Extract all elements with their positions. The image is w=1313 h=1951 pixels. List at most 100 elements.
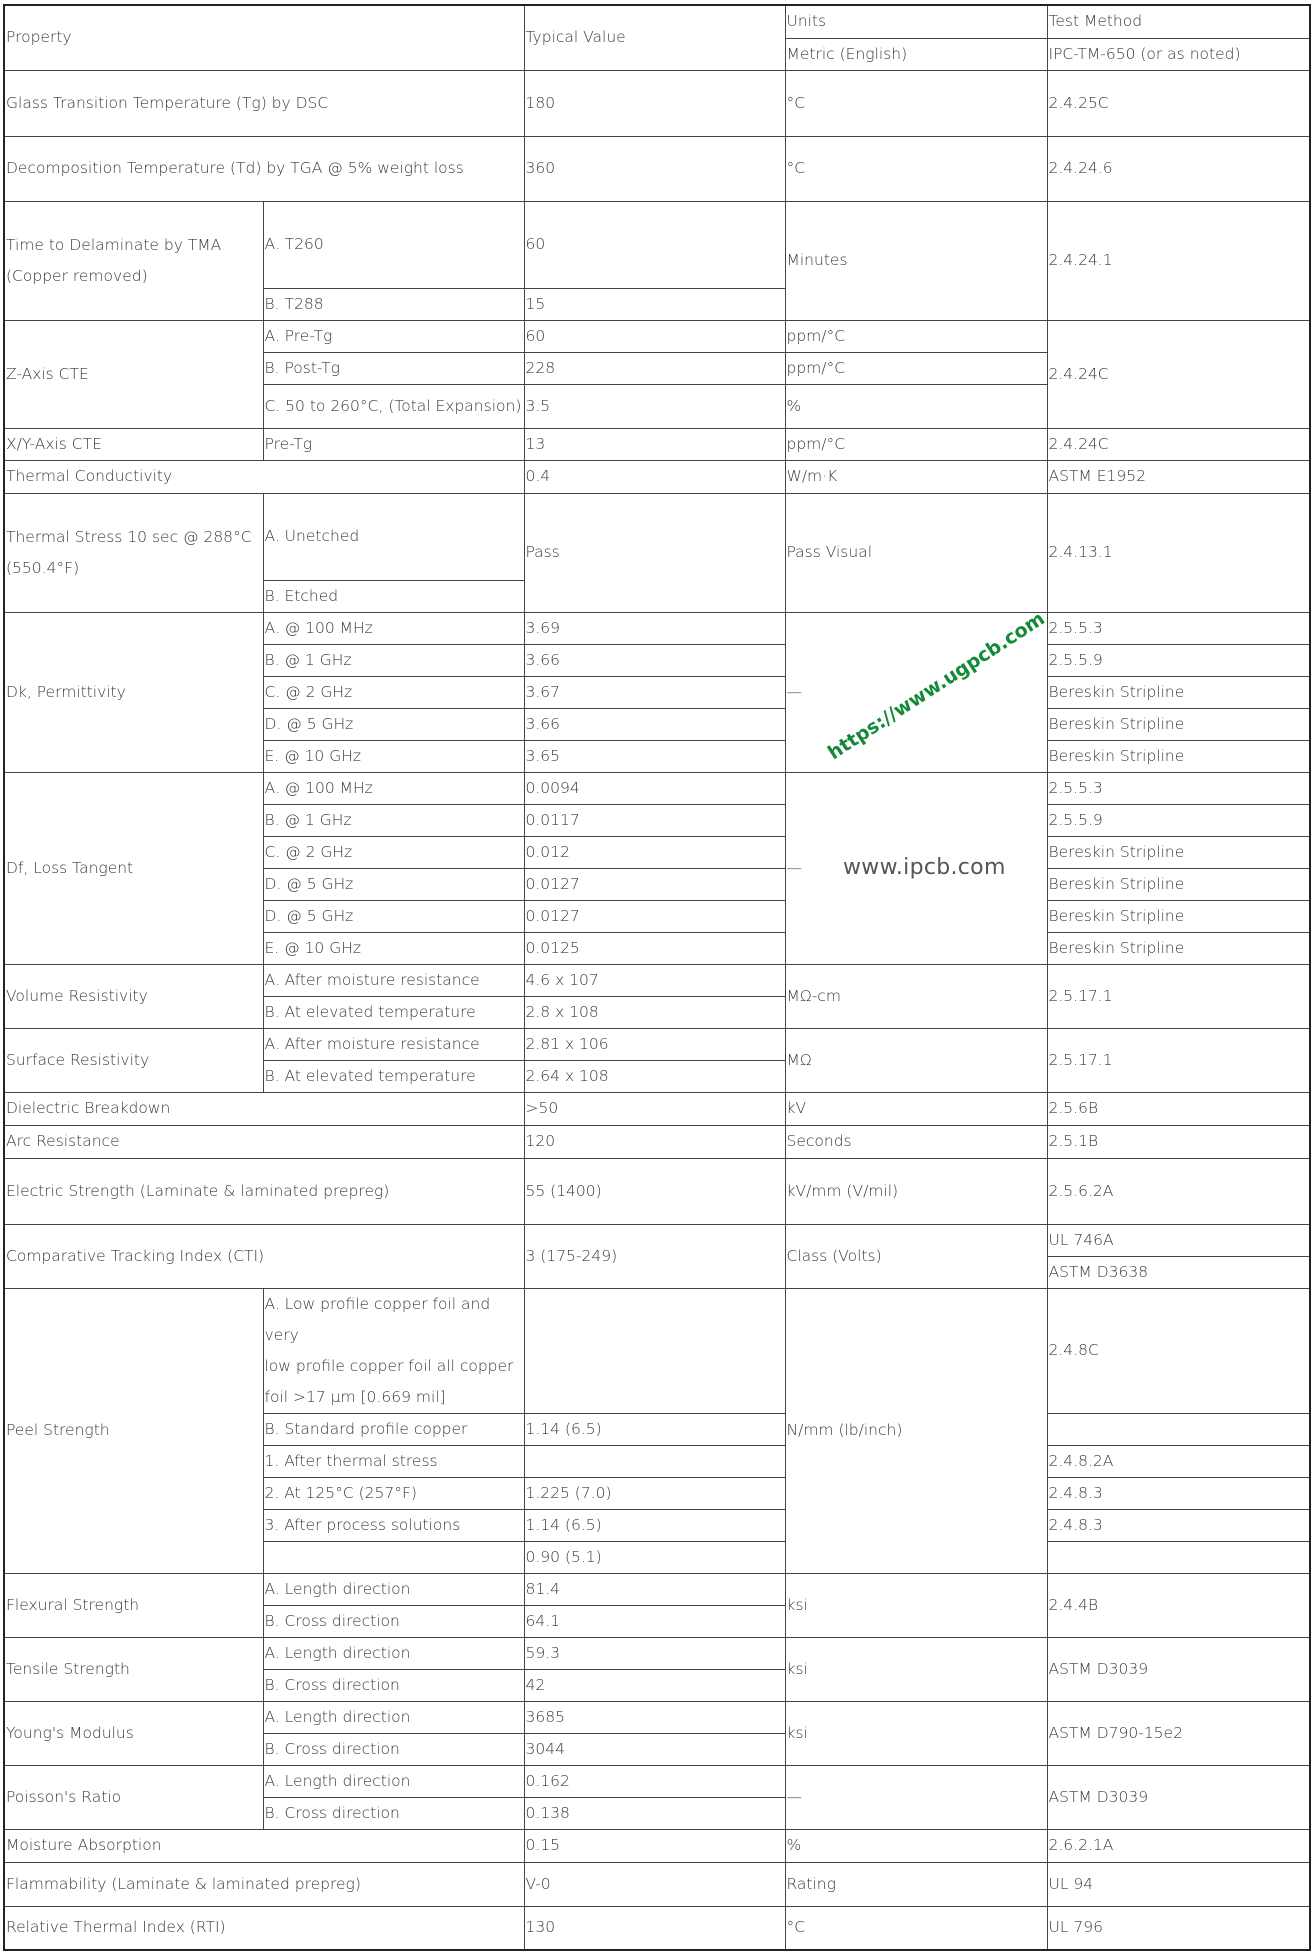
table-cell <box>523 1287 786 1414</box>
table-cell: Seconds <box>784 1124 1048 1159</box>
table-cell: Pass <box>523 492 786 613</box>
table-cell: — <box>784 1764 1048 1830</box>
table-row: B. T288 15 <box>4 287 1310 321</box>
table-cell: D. @ 5 GHz <box>262 707 525 741</box>
table-cell: 0.0127 <box>523 899 786 933</box>
table-cell: 0.138 <box>523 1796 786 1830</box>
table-cell: 1.14 (6.5) <box>523 1508 786 1542</box>
table-cell: C. @ 2 GHz <box>262 675 525 709</box>
table-cell: Pre-Tg <box>262 427 525 461</box>
table-cell: — <box>784 611 1048 773</box>
table-row: Thermal Conductivity 0.4 W/m·K ASTM E1952 <box>3 459 1311 494</box>
table-row: Comparative Tracking Index (CTI) 3 (175-2… <box>3 1223 1311 1289</box>
table-cell <box>523 1444 786 1478</box>
table-cell: 2.5.17.1 <box>1046 963 1311 1029</box>
table-cell: 2.4.4B <box>1046 1572 1311 1638</box>
table-cell: Comparative Tracking Index (CTI) <box>3 1223 525 1289</box>
table-cell: °C <box>784 135 1048 202</box>
table-cell: UL 94 <box>1046 1861 1311 1907</box>
table-cell: B. At elevated temperature <box>262 1059 525 1093</box>
table-cell: 0.4 <box>523 459 786 494</box>
table-cell: 55 (1400) <box>523 1157 786 1225</box>
table-row: Thermal Stress 10 sec @ 288°C (550.4°F) A… <box>3 492 1311 613</box>
table-cell: V-0 <box>523 1861 786 1907</box>
table-cell: 3. After process solutions <box>262 1508 525 1542</box>
table-cell: 2.4.25C <box>1046 69 1311 137</box>
table-cell: 60 <box>523 319 786 353</box>
table-cell: A. After moisture resistance <box>262 963 525 997</box>
table-cell: 0.0094 <box>523 771 786 805</box>
table-cell: Units <box>784 4 1048 39</box>
table-cell: ppm/°C <box>784 351 1048 385</box>
table-cell: Df, Loss Tangent <box>3 771 264 965</box>
table-cell <box>1046 1412 1311 1446</box>
table-cell: Surface Resistivity <box>3 1027 264 1093</box>
table-cell: Tensile Strength <box>3 1636 264 1702</box>
table-cell: 2.5.6B <box>1046 1091 1311 1126</box>
table-cell: Young's Modulus <box>3 1700 264 1766</box>
table-cell: 2.4.24.6 <box>1046 135 1311 202</box>
table-row: Volume Resistivity A. After moisture resi… <box>3 963 1311 1029</box>
table-cell: >50 <box>523 1091 786 1126</box>
table-cell: Thermal Stress 10 sec @ 288°C (550.4°F) <box>3 492 264 613</box>
table-cell: 0.0125 <box>523 931 786 965</box>
table-cell: B. T288 <box>262 287 525 321</box>
table-cell: MΩ <box>784 1027 1048 1093</box>
table-cell: 3.65 <box>523 739 786 773</box>
table-cell: 2.4.13.1 <box>1046 492 1311 613</box>
table-cell: 2.8 x 108 <box>523 995 786 1029</box>
table-cell: 81.4 <box>523 1572 786 1606</box>
table-cell: 3 (175-249) <box>523 1223 786 1289</box>
table-cell: °C <box>784 1905 1048 1951</box>
table-cell: 0.0117 <box>523 803 786 837</box>
table-cell: A. Length direction <box>262 1636 525 1670</box>
table-cell: Flexural Strength <box>3 1572 264 1638</box>
table-cell: 2.5.5.9 <box>1046 803 1311 837</box>
table-row: Dielectric Breakdown >50 kV 2.5.6B <box>3 1091 1311 1126</box>
table-cell: Flammability (Laminate & laminated prepr… <box>3 1861 525 1907</box>
watermark-ipcb: www.ipcb.com <box>843 855 1006 880</box>
table-cell: D. @ 5 GHz <box>262 899 525 933</box>
table-cell: 3685 <box>523 1700 786 1734</box>
table-cell: A. Pre-Tg <box>262 319 525 353</box>
table-cell: Moisture Absorption <box>3 1828 525 1863</box>
table-cell: D. @ 5 GHz <box>262 867 525 901</box>
table-cell: N/mm (lb/inch) <box>784 1287 1048 1574</box>
table-row: 1. After thermal stress 2.4.8.2A <box>4 1444 1311 1478</box>
table-cell: Volume Resistivity <box>3 963 264 1029</box>
table-cell: 0.15 <box>523 1828 786 1863</box>
table-cell: UL 796 <box>1046 1905 1311 1951</box>
table-cell: % <box>784 383 1048 429</box>
table-row: C. 50 to 260°C, (Total Expansion) 3.5% <box>4 383 1310 429</box>
table-cell: ppm/°C <box>784 319 1048 353</box>
table-row: Dk, Permittivity A. @ 100 MHz 3.69—2.5.5.3 <box>3 611 1311 773</box>
table-cell: Time to Delaminate by TMA (Copper remove… <box>3 200 264 321</box>
table-cell: ASTM D3039 <box>1046 1764 1311 1830</box>
table-row: C. @ 2 GHz 3.67 Bereskin Stripline <box>4 675 1311 709</box>
table-cell: 2.4.8.2A <box>1046 1444 1311 1478</box>
table-cell: Test Method <box>1046 4 1311 39</box>
table-cell: Bereskin Stripline <box>1046 867 1311 901</box>
table-row: Property Typical Value Units Test Method <box>3 4 1311 71</box>
table-cell: 64.1 <box>523 1604 786 1638</box>
table-cell: B. Etched <box>262 579 525 613</box>
table-cell: Typical Value <box>523 4 786 71</box>
table-cell: A. Unetched <box>262 492 525 581</box>
table-cell: 3.66 <box>523 707 786 741</box>
table-cell: 3044 <box>523 1732 786 1766</box>
table-cell: 2.4.8.3 <box>1046 1508 1311 1542</box>
table-cell: X/Y-Axis CTE <box>3 427 264 461</box>
table-row: Relative Thermal Index (RTI) 130 °C UL 796 <box>3 1905 1311 1951</box>
table-cell: B. Cross direction <box>262 1732 525 1766</box>
table-cell: 2.4.24C <box>1046 319 1311 429</box>
table-cell: 1.14 (6.5) <box>523 1412 786 1446</box>
table-cell: 228 <box>523 351 786 385</box>
table-cell: Dk, Permittivity <box>3 611 264 773</box>
table-cell: 60 <box>523 200 786 289</box>
table-cell: B. Cross direction <box>262 1796 525 1830</box>
table-cell: 2.5.5.3 <box>1046 611 1311 645</box>
table-cell: E. @ 10 GHz <box>262 931 525 965</box>
table-cell: 3.69 <box>523 611 786 645</box>
table-cell: B. @ 1 GHz <box>262 643 525 677</box>
table-cell: 1. After thermal stress <box>262 1444 525 1478</box>
